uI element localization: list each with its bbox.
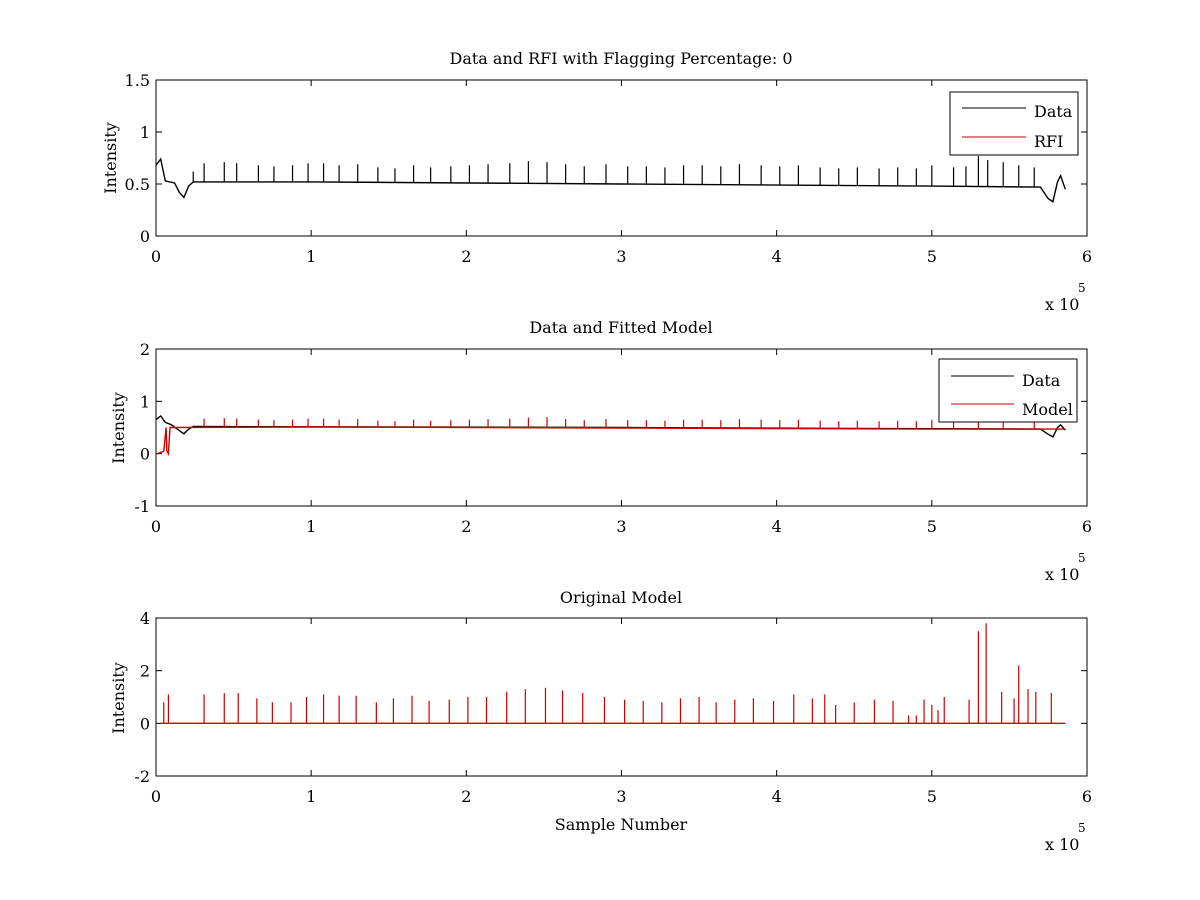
y-tick-label: -1	[134, 497, 150, 516]
x-tick-label: 1	[306, 517, 316, 536]
legend: Data RFI	[949, 91, 1079, 156]
x-tick-label: 0	[151, 787, 161, 806]
chart-title: Data and RFI with Flagging Percentage: 0	[449, 49, 792, 68]
x-multiplier-exponent: 5	[1078, 551, 1086, 565]
y-tick-label: 1	[140, 123, 150, 142]
x-multiplier-label: x 10	[1045, 295, 1079, 314]
y-axis-label: Intensity	[101, 122, 120, 194]
series-lines	[155, 155, 1066, 203]
y-tick-label: 2	[140, 340, 150, 359]
x-tick-label: 4	[772, 517, 782, 536]
x-tick-label: 5	[927, 247, 937, 266]
chart-title: Data and Fitted Model	[529, 318, 712, 337]
x-multiplier-label: x 10	[1045, 835, 1079, 854]
y-tick-label: 2	[140, 662, 150, 681]
y-tick-label: 1.5	[125, 71, 150, 90]
chart-title: Original Model	[560, 588, 682, 607]
series-line-model	[157, 426, 1066, 457]
x-tick-label: 5	[927, 787, 937, 806]
series-lines	[155, 415, 1066, 457]
x-tick-label: 2	[461, 247, 471, 266]
x-multiplier-exponent: 5	[1078, 281, 1086, 295]
x-tick-label: 4	[772, 787, 782, 806]
x-tick-label: 3	[616, 787, 626, 806]
plot-frame	[155, 348, 1088, 507]
x-tick-label: 5	[927, 517, 937, 536]
series-lines	[160, 623, 1066, 724]
y-tick-label: 4	[140, 609, 150, 628]
x-multiplier-label: x 10	[1045, 565, 1079, 584]
x-tick-label: 1	[306, 787, 316, 806]
x-tick-label: 6	[1082, 517, 1092, 536]
y-axis-label: Intensity	[109, 662, 128, 734]
subplot-data-and-rfi: Data and RFI with Flagging Percentage: 0…	[101, 49, 1092, 314]
x-tick-label: 3	[616, 517, 626, 536]
legend: Data Model	[938, 358, 1078, 423]
x-multiplier-exponent: 5	[1078, 821, 1086, 835]
x-axis-label: Sample Number	[555, 815, 688, 834]
y-tick-label: 0	[140, 227, 150, 246]
x-tick-label: 2	[461, 787, 471, 806]
y-tick-label: -2	[134, 767, 150, 786]
y-tick-label: 0	[140, 714, 150, 733]
x-tick-label: 1	[306, 247, 316, 266]
x-tick-label: 6	[1082, 247, 1092, 266]
legend-label-data: Data	[1034, 102, 1073, 121]
x-tick-label: 0	[151, 247, 161, 266]
legend-box	[938, 358, 1078, 423]
x-tick-label: 0	[151, 517, 161, 536]
series-line-data	[155, 157, 1066, 203]
subplot-data-and-fitted-model: Data and Fitted Model Intensity 0 1 2 3 4 5 6 -…	[109, 318, 1092, 584]
x-tick-label: 2	[461, 517, 471, 536]
x-tick-label: 4	[772, 247, 782, 266]
legend-box	[949, 91, 1079, 156]
y-tick-label: 0	[140, 445, 150, 464]
y-axis-label: Intensity	[109, 392, 128, 464]
legend-label-model: Model	[1022, 400, 1073, 419]
plot-frame	[155, 617, 1088, 777]
y-tick-label: 0.5	[125, 175, 150, 194]
legend-label-rfi: RFI	[1034, 132, 1063, 151]
x-tick-label: 6	[1082, 787, 1092, 806]
legend-label-data: Data	[1022, 371, 1061, 390]
plot-frame	[155, 79, 1088, 237]
y-tick-label: 1	[140, 392, 150, 411]
x-tick-label: 3	[616, 247, 626, 266]
series-line-data	[155, 415, 1066, 438]
